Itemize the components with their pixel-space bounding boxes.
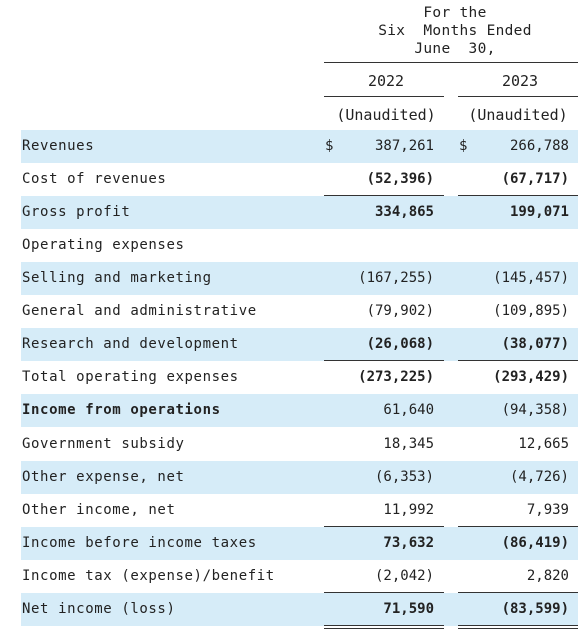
subtotal-rule-2023	[458, 360, 578, 361]
row-selling-and-marketing: Selling and marketing (167,255) (145,457…	[21, 262, 578, 295]
year-2023: 2023	[501, 72, 539, 90]
value-2023: 199,071	[509, 204, 569, 220]
value-2022: (167,255)	[358, 270, 434, 286]
dollar-sign-2023: $	[459, 138, 468, 154]
row-label: Government subsidy	[22, 436, 185, 452]
year-2022: 2022	[367, 72, 405, 90]
subtotal-rule-2022	[324, 360, 444, 361]
row-label: Gross profit	[22, 204, 131, 220]
row-label: Other income, net	[22, 502, 176, 518]
value-2022: 71,590	[383, 601, 434, 617]
row-income-before-taxes: Income before income taxes 73,632 (86,41…	[21, 527, 578, 560]
value-2023: 266,788	[509, 138, 569, 154]
row-label: Research and development	[22, 336, 239, 352]
value-2023: (83,599)	[501, 601, 569, 617]
value-2022: 334,865	[374, 204, 434, 220]
row-income-from-operations: Income from operations 61,640 (94,358)	[21, 394, 578, 427]
unaudited-2022: (Unaudited)	[336, 106, 436, 124]
dollar-sign-2022: $	[325, 138, 334, 154]
subtotal-rule-2022	[324, 195, 444, 196]
row-other-income: Other income, net 11,992 7,939	[21, 494, 578, 527]
value-2023: (67,717)	[501, 171, 569, 187]
period-title-line-3: June 30,	[414, 41, 496, 57]
value-2022: (26,068)	[366, 336, 434, 352]
row-government-subsidy: Government subsidy 18,345 12,665	[21, 428, 578, 461]
value-2023: (94,358)	[501, 402, 569, 418]
row-net-income: Net income (loss) 71,590 (83,599)	[21, 593, 578, 626]
row-label: Net income (loss)	[22, 601, 176, 617]
value-2022: (79,902)	[366, 303, 434, 319]
value-2023: 2,820	[526, 568, 569, 584]
row-research-and-development: Research and development (26,068) (38,07…	[21, 328, 578, 361]
value-2023: 12,665	[518, 436, 569, 452]
row-label: General and administrative	[22, 303, 257, 319]
row-label: Total operating expenses	[22, 369, 239, 385]
value-2022: (2,042)	[374, 568, 434, 584]
period-title-line-2: Six Months Ended	[378, 23, 532, 39]
total-double-rule-2023	[458, 625, 578, 629]
value-2023: (4,726)	[509, 469, 569, 485]
value-2023: 7,939	[526, 502, 569, 518]
value-2022: (6,353)	[374, 469, 434, 485]
subtotal-rule-2023	[458, 195, 578, 196]
year-2022-rule	[324, 96, 444, 97]
row-gross-profit: Gross profit 334,865 199,071	[21, 196, 578, 229]
row-label: Operating expenses	[22, 237, 185, 253]
row-label: Income before income taxes	[22, 535, 257, 551]
header-rule	[324, 62, 578, 63]
value-2022: 73,632	[383, 535, 434, 551]
value-2023: (38,077)	[501, 336, 569, 352]
value-2022: 387,261	[374, 138, 434, 154]
period-title-line-1: For the	[423, 5, 487, 21]
row-label: Income from operations	[22, 402, 221, 418]
row-label: Selling and marketing	[22, 270, 212, 286]
row-operating-expenses-heading: Operating expenses	[21, 229, 578, 262]
value-2023: (109,895)	[493, 303, 569, 319]
row-general-and-administrative: General and administrative (79,902) (109…	[21, 295, 578, 328]
value-2023: (86,419)	[501, 535, 569, 551]
unaudited-2023: (Unaudited)	[468, 106, 568, 124]
row-other-expense: Other expense, net (6,353) (4,726)	[21, 461, 578, 494]
value-2023: (145,457)	[493, 270, 569, 286]
row-label: Income tax (expense)/benefit	[22, 568, 275, 584]
subtotal-rule-2023	[458, 526, 578, 527]
row-income-tax: Income tax (expense)/benefit (2,042) 2,8…	[21, 560, 578, 593]
year-2023-rule	[458, 96, 578, 97]
row-label: Revenues	[22, 138, 95, 154]
subtotal-rule-2022	[324, 526, 444, 527]
value-2022: 61,640	[383, 402, 434, 418]
subtotal-rule-2022	[324, 592, 444, 593]
value-2022: (273,225)	[358, 369, 434, 385]
value-2023: (293,429)	[493, 369, 569, 385]
value-2022: 18,345	[383, 436, 434, 452]
row-revenues: Revenues $ 387,261 $ 266,788	[21, 130, 578, 163]
row-cost-of-revenues: Cost of revenues (52,396) (67,717)	[21, 163, 578, 196]
row-label: Other expense, net	[22, 469, 185, 485]
period-title: For the Six Months Ended June 30,	[360, 4, 550, 58]
subtotal-rule-2023	[458, 592, 578, 593]
value-2022: 11,992	[383, 502, 434, 518]
row-total-operating-expenses: Total operating expenses (273,225) (293,…	[21, 361, 578, 394]
value-2022: (52,396)	[366, 171, 434, 187]
row-label: Cost of revenues	[22, 171, 167, 187]
total-double-rule-2022	[324, 625, 444, 629]
